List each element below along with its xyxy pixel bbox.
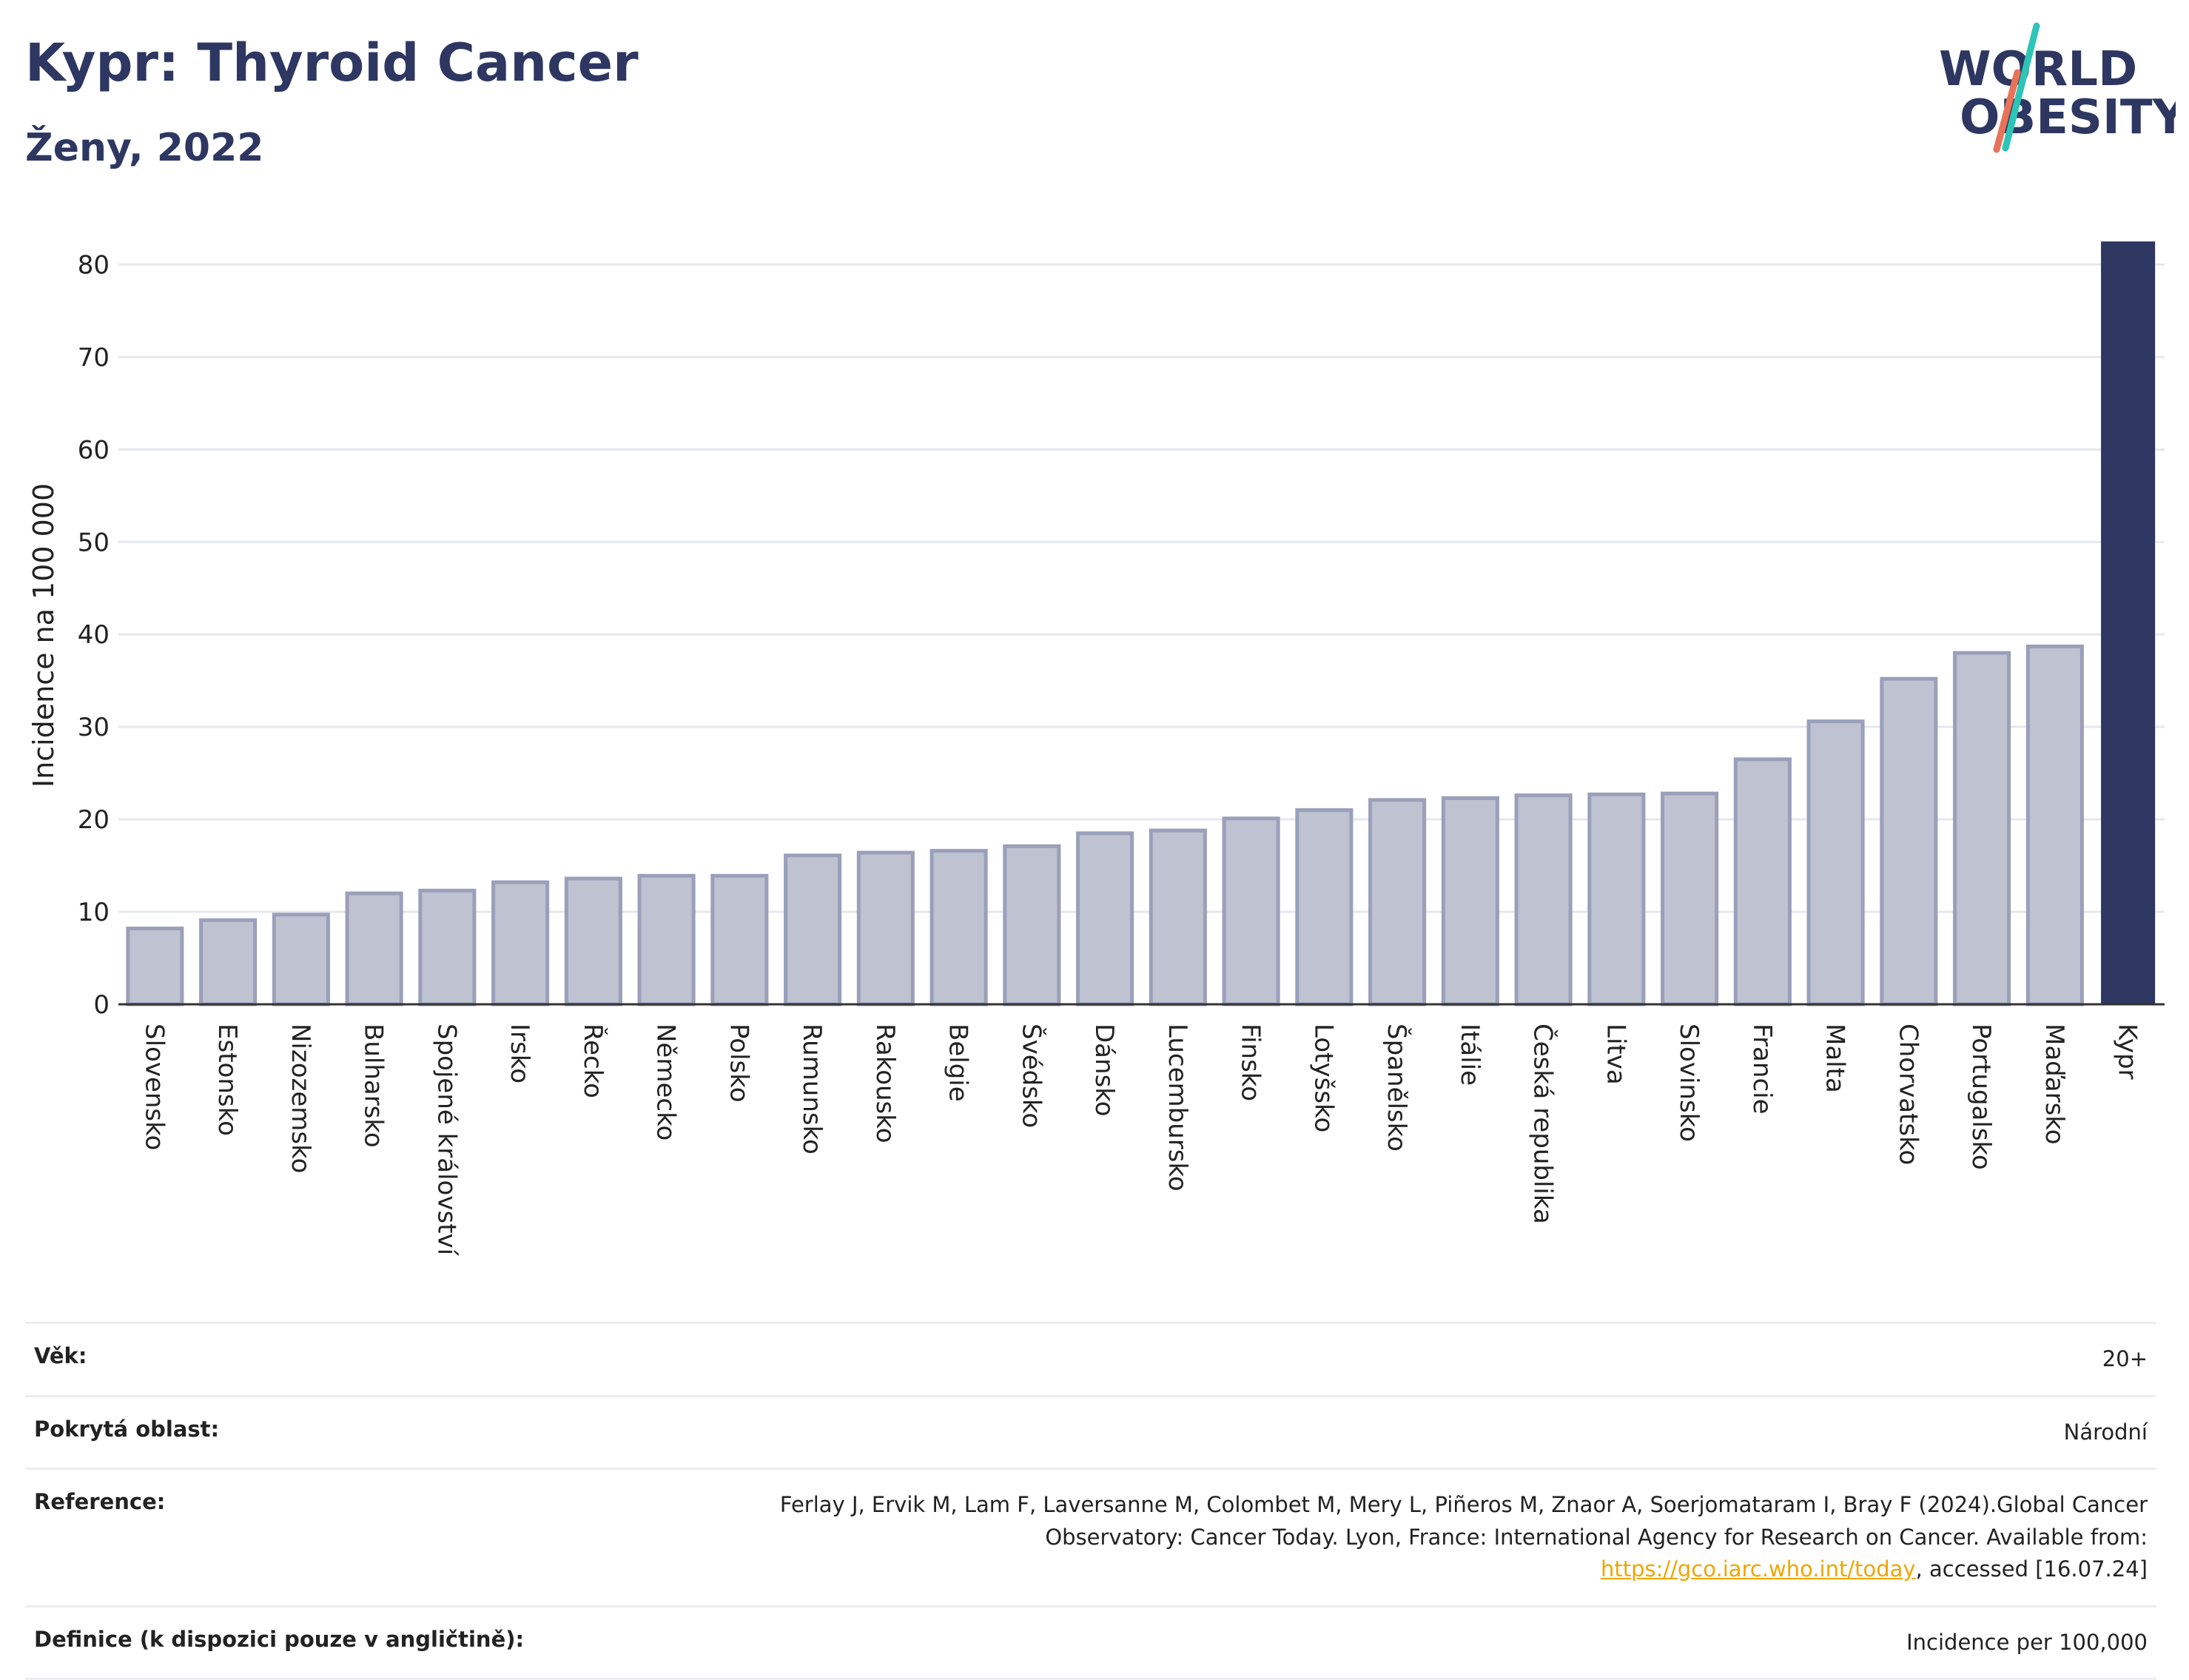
bar-česká-republika <box>1514 793 1573 1007</box>
x-tick-label: Kypr <box>2113 1024 2142 1080</box>
y-tick-label: 40 <box>78 620 110 650</box>
logo-slash-red <box>1993 69 2021 153</box>
area-label: Pokrytá oblast: <box>34 1416 220 1442</box>
reference-tail: , accessed [16.07.24] <box>1915 1556 2148 1582</box>
x-tick-label: Řecko <box>578 1024 608 1098</box>
y-tick-label: 30 <box>78 713 110 742</box>
bar-nizozemsko <box>272 913 330 1007</box>
reference-label: Reference: <box>34 1489 166 1514</box>
x-tick-label: Portugalsko <box>1966 1024 1996 1170</box>
x-tick-label: Rakousko <box>870 1024 900 1143</box>
world-obesity-logo: WORLD OBESITY <box>1939 22 2176 153</box>
bar-lotyšsko <box>1295 808 1354 1007</box>
bar-irsko <box>491 880 550 1007</box>
bar-slovensko <box>126 927 184 1007</box>
info-row-area: Pokrytá oblast: Národní <box>25 1396 2156 1469</box>
reference-value: Ferlay J, Ervik M, Lam F, Laversanne M, … <box>709 1469 2156 1607</box>
x-tick-label: Chorvatsko <box>1893 1024 1923 1165</box>
x-tick-labels: Slovensko Estonsko Nizozemsko Bulharsko Spoj… <box>139 1024 2142 1257</box>
bar-itálie <box>1441 796 1499 1007</box>
bar-dánsko <box>1076 831 1134 1007</box>
bar-malta <box>1806 719 1865 1007</box>
logo-word-obesity: OBESITY <box>1960 90 2176 145</box>
bar-kypr <box>2101 241 2156 1005</box>
bar-švédsko <box>1003 844 1061 1007</box>
bar-spojené-království <box>418 888 477 1007</box>
info-row-reference: Reference: Ferlay J, Ervik M, Lam F, Lav… <box>25 1468 2156 1607</box>
y-tick-label: 60 <box>78 435 110 465</box>
bar-rakousko <box>856 850 915 1007</box>
x-tick-label: Španělsko <box>1382 1024 1412 1152</box>
bar-rumunsko <box>784 853 842 1007</box>
x-tick-label: Dánsko <box>1089 1024 1119 1117</box>
x-tick-label: Belgie <box>944 1024 973 1102</box>
bar-finsko <box>1222 816 1280 1007</box>
bar-litva <box>1587 792 1646 1007</box>
y-tick-label: 80 <box>78 250 110 280</box>
x-tick-label: Itálie <box>1455 1024 1484 1086</box>
x-tick-label: Irsko <box>505 1024 534 1083</box>
bar-německo <box>637 873 696 1007</box>
x-tick-label: Nizozemsko <box>286 1024 315 1173</box>
x-tick-label: Polsko <box>724 1024 753 1103</box>
age-value: 20+ <box>2102 1346 2148 1371</box>
logo-slash-teal <box>2002 22 2040 152</box>
y-tick-label: 0 <box>93 990 110 1020</box>
bar-belgie <box>929 849 988 1007</box>
bar-španělsko <box>1368 798 1427 1007</box>
y-tick-label: 70 <box>78 343 110 372</box>
x-tick-label: Francie <box>1747 1024 1777 1115</box>
logo-word-world: WORLD <box>1939 42 2137 97</box>
bar-chart: 0 10 20 30 40 50 60 70 80 Slovensko Estonsko Nizoz… <box>27 241 2165 1257</box>
x-tick-label: Maďarsko <box>2040 1024 2069 1145</box>
x-tick-label: Bulharsko <box>359 1024 389 1148</box>
definition-label: Definice (k dispozici pouze v angličtině… <box>34 1626 525 1652</box>
x-tick-label: Litva <box>1601 1024 1630 1085</box>
bars <box>126 241 2156 1007</box>
age-label: Věk: <box>34 1343 87 1368</box>
info-row-age: Věk: 20+ <box>25 1323 2156 1397</box>
x-tick-label: Česká republika <box>1528 1024 1558 1224</box>
x-tick-label: Estonsko <box>212 1024 242 1136</box>
info-table: Věk: 20+ Pokrytá oblast: Národní Referen… <box>25 1322 2156 1680</box>
reference-text: Ferlay J, Ervik M, Lam F, Laversanne M, … <box>779 1492 2148 1550</box>
definition-value: Incidence per 100,000 <box>1906 1629 2148 1655</box>
y-tick-label: 50 <box>78 528 110 557</box>
y-tick-labels: 0 10 20 30 40 50 60 70 80 <box>78 250 110 1020</box>
x-tick-label: Lucembursko <box>1163 1024 1192 1192</box>
bar-maďarsko <box>2025 644 2084 1007</box>
x-tick-label: Slovinsko <box>1674 1024 1704 1142</box>
bar-slovinsko <box>1661 791 1719 1007</box>
x-tick-label: Německo <box>651 1024 681 1140</box>
bar-estonsko <box>199 918 258 1007</box>
x-tick-label: Malta <box>1820 1024 1850 1093</box>
x-tick-label: Švédsko <box>1016 1024 1046 1128</box>
info-row-definition: Definice (k dispozici pouze v angličtině… <box>25 1606 2156 1679</box>
chart-title: Kypr: Thyroid Cancer <box>25 33 639 93</box>
bar-bulharsko <box>345 891 403 1007</box>
bar-portugalsko <box>1953 651 2011 1007</box>
x-tick-label: Spojené království <box>431 1024 461 1257</box>
bar-lucembursko <box>1149 828 1207 1007</box>
x-tick-label: Slovensko <box>139 1024 169 1150</box>
x-tick-label: Lotyšsko <box>1308 1024 1338 1132</box>
y-tick-label: 20 <box>78 805 110 835</box>
bar-chorvatsko <box>1880 676 1938 1007</box>
y-axis-title: Incidence na 100 000 <box>27 483 60 787</box>
reference-link[interactable]: https://gco.iarc.who.int/today <box>1600 1556 1916 1582</box>
area-value: Národní <box>2063 1419 2148 1445</box>
bar-francie <box>1733 757 1792 1007</box>
bar-polsko <box>710 873 769 1007</box>
chart-subtitle: Ženy, 2022 <box>25 126 264 170</box>
x-tick-label: Rumunsko <box>797 1024 827 1155</box>
x-tick-label: Finsko <box>1236 1024 1265 1101</box>
bar-řecko <box>564 876 622 1007</box>
y-tick-label: 10 <box>78 898 110 927</box>
